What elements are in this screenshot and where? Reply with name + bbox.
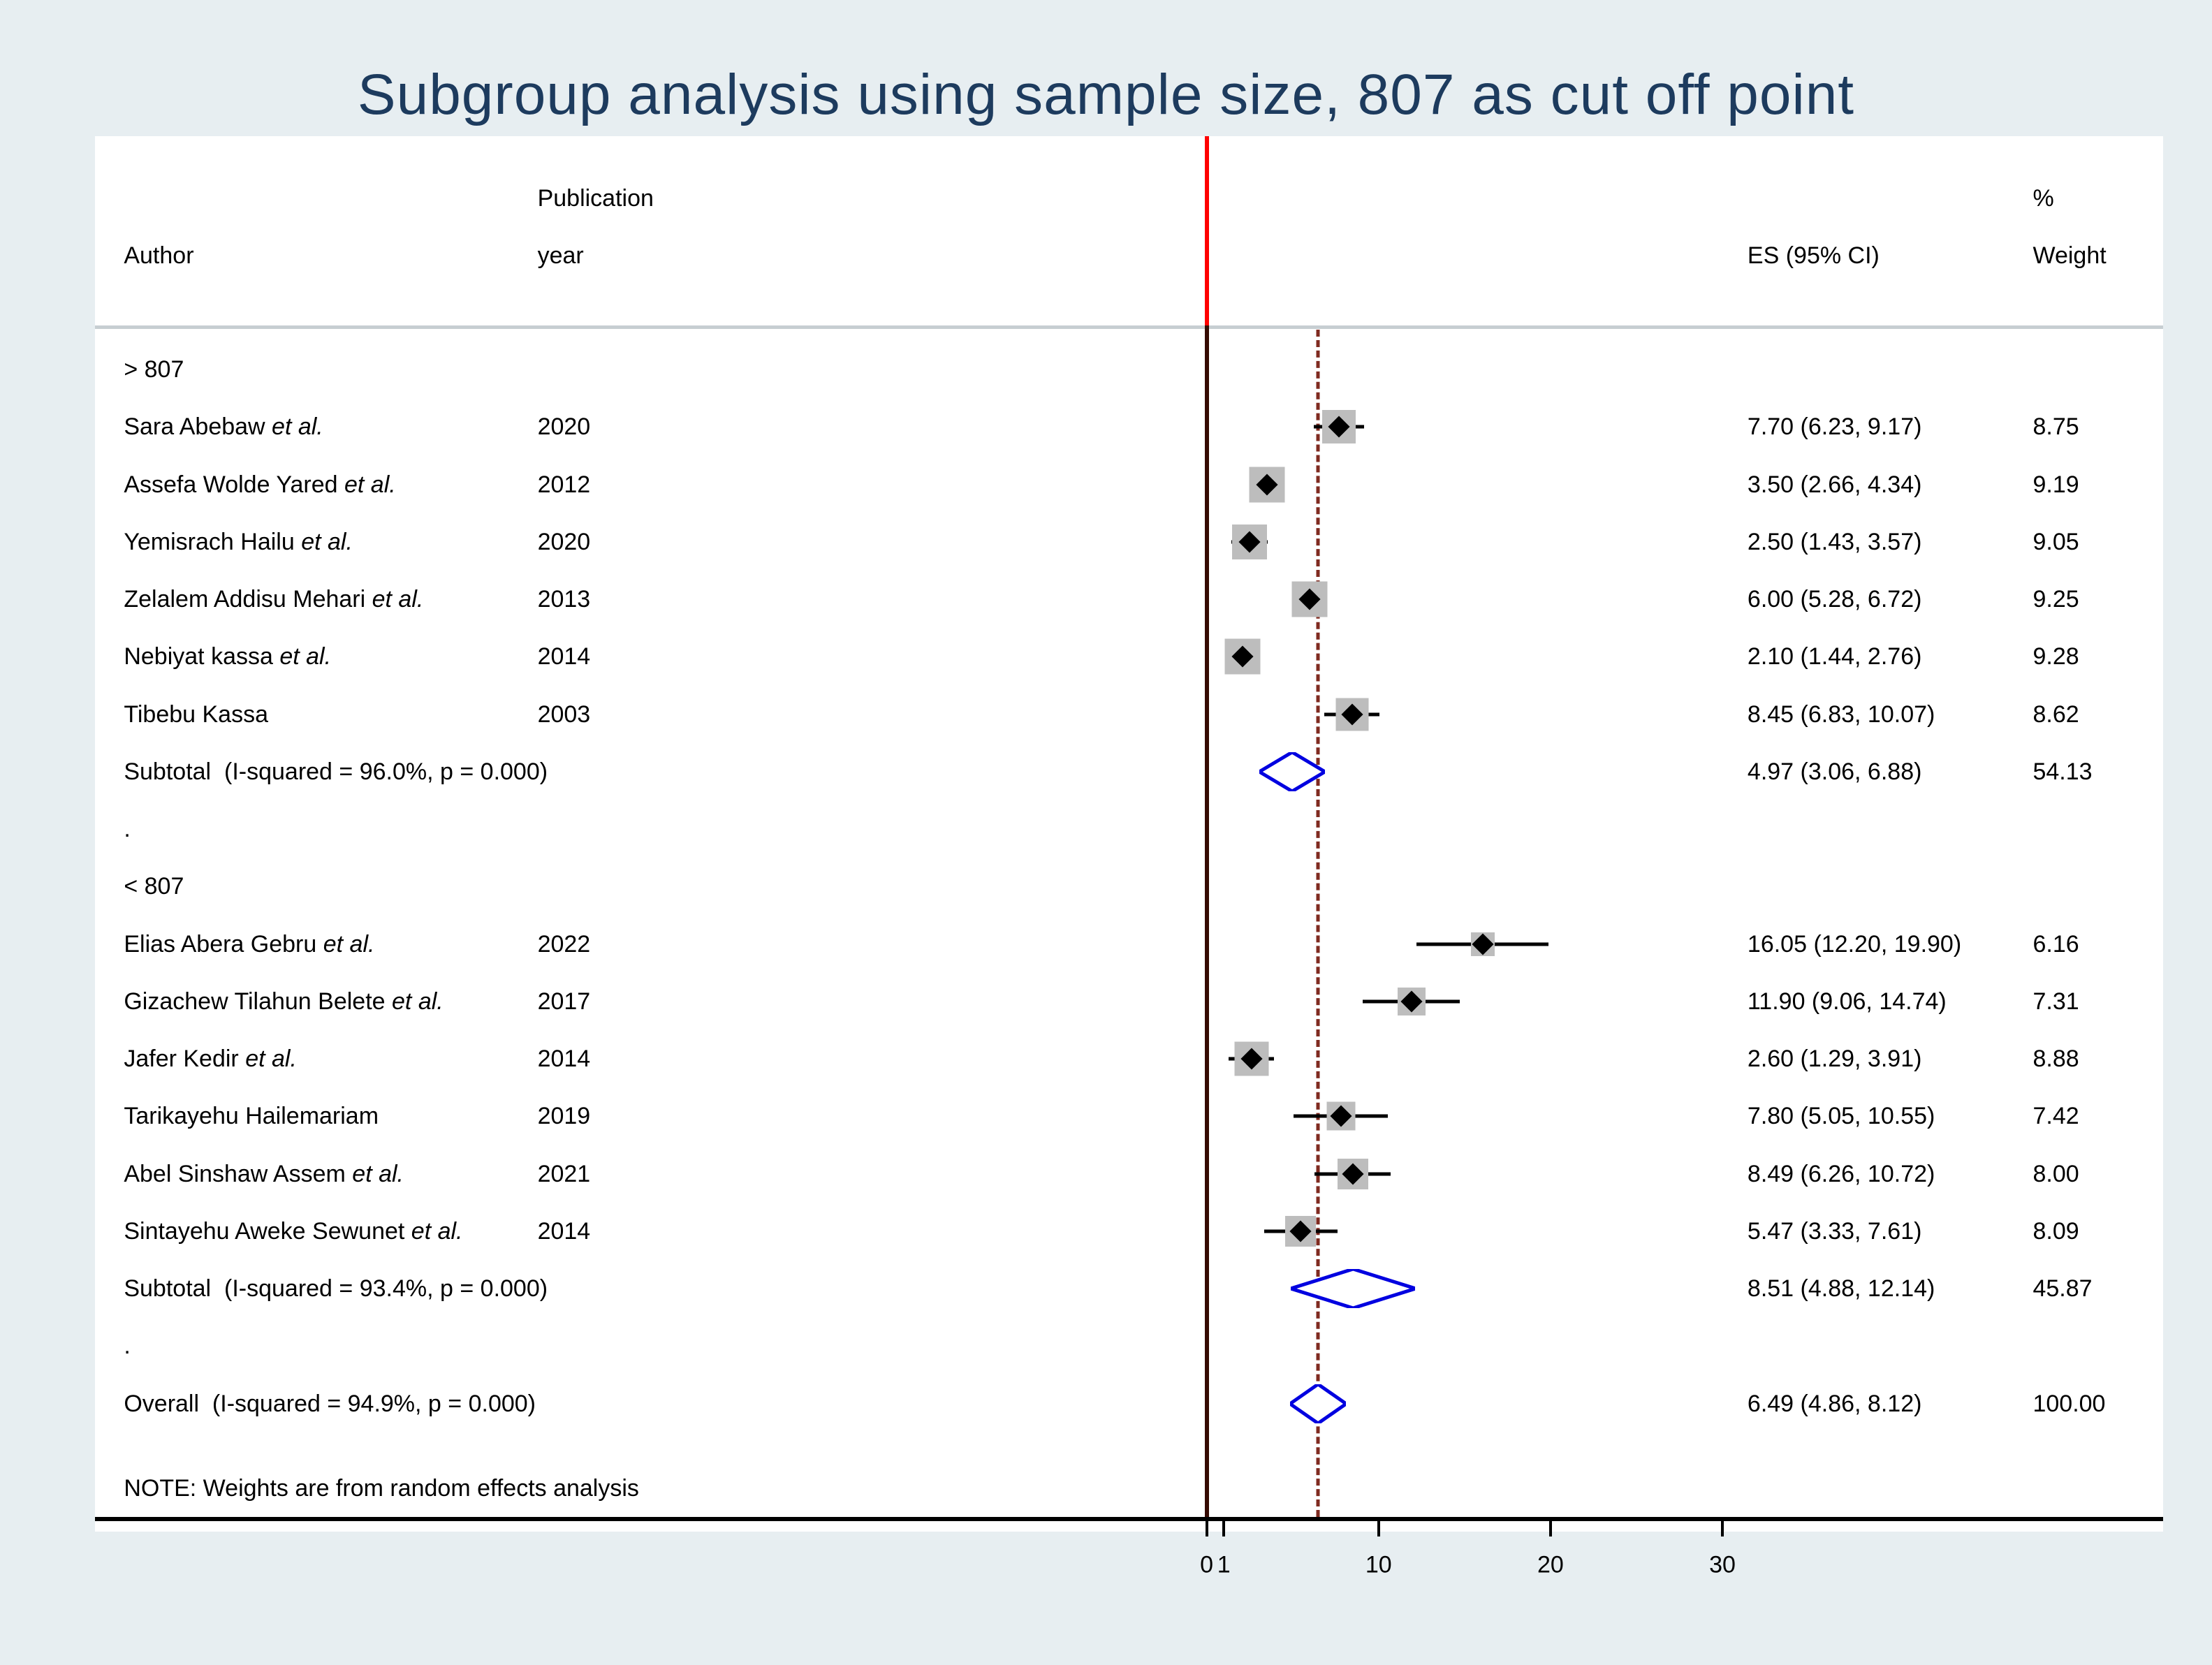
x-axis-tick bbox=[1721, 1516, 1724, 1536]
subtotal-weight: 45.87 bbox=[2032, 1275, 2093, 1303]
study-weight: 8.09 bbox=[2032, 1217, 2079, 1245]
separator-dot: . bbox=[124, 1333, 131, 1360]
column-header-weight: Weight bbox=[2032, 242, 2107, 269]
null-line-dark-segment bbox=[1204, 325, 1209, 1517]
study-es-ci: 2.10 (1.44, 2.76) bbox=[1747, 643, 1922, 670]
study-es-ci: 2.50 (1.43, 3.57) bbox=[1747, 528, 1922, 555]
study-year: 2013 bbox=[537, 586, 591, 613]
footnote: NOTE: Weights are from random effects an… bbox=[124, 1475, 639, 1502]
column-header-author: Author bbox=[124, 242, 194, 269]
study-author: Gizachew Tilahun Belete et al. bbox=[124, 988, 444, 1015]
overall-estimate-dashed-line bbox=[1316, 330, 1320, 1517]
study-es-ci: 6.00 (5.28, 6.72) bbox=[1747, 586, 1922, 613]
study-es-ci: 7.70 (6.23, 9.17) bbox=[1747, 413, 1922, 441]
group-label: < 807 bbox=[124, 873, 184, 900]
study-weight: 8.75 bbox=[2032, 413, 2079, 441]
x-axis-tick-label: 0 bbox=[1200, 1551, 1214, 1578]
subtotal-label: Subtotal (I-squared = 93.4%, p = 0.000) bbox=[124, 1275, 548, 1303]
null-line-red-segment bbox=[1204, 136, 1209, 326]
x-axis-tick-label: 30 bbox=[1709, 1551, 1736, 1578]
study-weight: 8.00 bbox=[2032, 1160, 2079, 1187]
study-es-ci: 7.80 (5.05, 10.55) bbox=[1747, 1103, 1935, 1130]
x-axis-tick-label: 1 bbox=[1217, 1551, 1231, 1578]
column-header-percent: % bbox=[2032, 184, 2054, 212]
study-weight: 9.05 bbox=[2032, 528, 2079, 555]
study-es-ci: 11.90 (9.06, 14.74) bbox=[1747, 988, 1947, 1015]
study-weight: 7.31 bbox=[2032, 988, 2079, 1015]
overall-es-ci: 6.49 (4.86, 8.12) bbox=[1747, 1390, 1922, 1417]
x-axis-tick bbox=[1205, 1516, 1208, 1536]
study-es-ci: 5.47 (3.33, 7.61) bbox=[1747, 1217, 1922, 1245]
overall-label: Overall (I-squared = 94.9%, p = 0.000) bbox=[124, 1390, 536, 1417]
plot-panel bbox=[95, 136, 2164, 1532]
subtotal-es-ci: 4.97 (3.06, 6.88) bbox=[1747, 758, 1922, 785]
x-axis-tick bbox=[1222, 1516, 1226, 1536]
x-axis-tick-label: 10 bbox=[1365, 1551, 1392, 1578]
study-author: Sara Abebaw et al. bbox=[124, 413, 323, 441]
study-year: 2014 bbox=[537, 1046, 591, 1073]
study-author: Tibebu Kassa bbox=[124, 701, 268, 728]
study-author: Jafer Kedir et al. bbox=[124, 1046, 297, 1073]
study-weight: 8.62 bbox=[2032, 701, 2079, 728]
study-year: 2017 bbox=[537, 988, 591, 1015]
column-header-es: ES (95% CI) bbox=[1747, 242, 1880, 269]
study-weight: 7.42 bbox=[2032, 1103, 2079, 1130]
study-year: 2019 bbox=[537, 1103, 591, 1130]
x-axis-tick bbox=[1377, 1516, 1380, 1536]
study-author: Nebiyat kassa et al. bbox=[124, 643, 332, 670]
study-es-ci: 3.50 (2.66, 4.34) bbox=[1747, 471, 1922, 498]
study-weight: 9.28 bbox=[2032, 643, 2079, 670]
subtotal-es-ci: 8.51 (4.88, 12.14) bbox=[1747, 1275, 1935, 1303]
study-es-ci: 16.05 (12.20, 19.90) bbox=[1747, 930, 1962, 958]
study-year: 2003 bbox=[537, 701, 591, 728]
study-author: Sintayehu Aweke Sewunet et al. bbox=[124, 1217, 463, 1245]
study-es-ci: 2.60 (1.29, 3.91) bbox=[1747, 1046, 1922, 1073]
x-axis-line bbox=[95, 1516, 2164, 1521]
study-weight: 6.16 bbox=[2032, 930, 2079, 958]
study-year: 2020 bbox=[537, 528, 591, 555]
study-weight: 8.88 bbox=[2032, 1046, 2079, 1073]
study-author: Elias Abera Gebru et al. bbox=[124, 930, 375, 958]
header-separator-line bbox=[95, 325, 2164, 330]
study-year: 2022 bbox=[537, 930, 591, 958]
study-year: 2020 bbox=[537, 413, 591, 441]
subtotal-weight: 54.13 bbox=[2032, 758, 2093, 785]
study-year: 2021 bbox=[537, 1160, 591, 1187]
study-year: 2012 bbox=[537, 471, 591, 498]
column-header-publication: Publication bbox=[537, 184, 654, 212]
chart-title: Subgroup analysis using sample size, 807… bbox=[357, 62, 1855, 126]
x-axis-tick bbox=[1548, 1516, 1552, 1536]
subtotal-label: Subtotal (I-squared = 96.0%, p = 0.000) bbox=[124, 758, 548, 785]
study-es-ci: 8.45 (6.83, 10.07) bbox=[1747, 701, 1935, 728]
study-year: 2014 bbox=[537, 1217, 591, 1245]
study-es-ci: 8.49 (6.26, 10.72) bbox=[1747, 1160, 1935, 1187]
overall-weight: 100.00 bbox=[2032, 1390, 2106, 1417]
group-label: > 807 bbox=[124, 356, 184, 383]
study-weight: 9.25 bbox=[2032, 586, 2079, 613]
study-author: Zelalem Addisu Mehari et al. bbox=[124, 586, 424, 613]
study-author: Tarikayehu Hailemariam bbox=[124, 1103, 379, 1130]
study-author: Assefa Wolde Yared et al. bbox=[124, 471, 396, 498]
study-author: Yemisrach Hailu et al. bbox=[124, 528, 353, 555]
column-header-year: year bbox=[537, 242, 584, 269]
study-weight: 9.19 bbox=[2032, 471, 2079, 498]
study-year: 2014 bbox=[537, 643, 591, 670]
x-axis-tick-label: 20 bbox=[1537, 1551, 1564, 1578]
separator-dot: . bbox=[124, 816, 131, 843]
study-author: Abel Sinshaw Assem et al. bbox=[124, 1160, 404, 1187]
